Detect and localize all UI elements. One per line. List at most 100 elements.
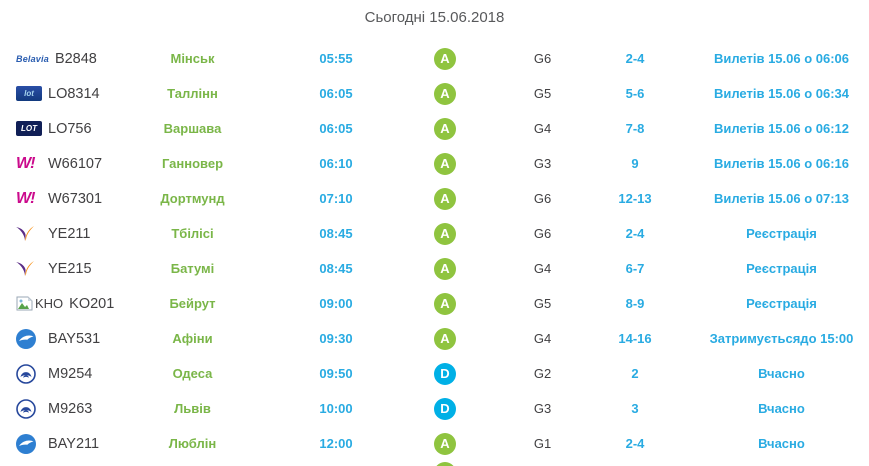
lot-logo: lot xyxy=(16,86,42,101)
type-badge-cell: A xyxy=(395,327,495,350)
flight-cell: KHO KO201 xyxy=(0,296,140,312)
broken-image-icon xyxy=(16,296,33,311)
airline-logo-slot xyxy=(16,363,42,384)
flight-status: Вилетів 15.06 о 06:16 xyxy=(713,156,850,171)
yanair-logo xyxy=(16,225,34,241)
flight-status: Затримуєтьсядо 15:00 xyxy=(709,331,854,346)
arrival-departure-badge: A xyxy=(434,462,456,466)
destination-city: Люблін xyxy=(168,436,217,451)
flight-cell: BAY211 xyxy=(0,433,140,454)
type-badge-cell: A xyxy=(395,47,495,70)
checkin-desks: 8-9 xyxy=(625,296,645,311)
airline-logo-slot xyxy=(16,398,42,419)
type-badge-cell: A xyxy=(395,292,495,315)
scheduled-time: 10:00 xyxy=(319,401,353,416)
destination-city: Дортмунд xyxy=(160,191,225,206)
gate: G5 xyxy=(533,86,552,101)
checkin-desks: 7-8 xyxy=(625,121,645,136)
broken-image-alt-text: KHO xyxy=(35,296,64,311)
gate: G6 xyxy=(533,51,552,66)
checkin-desks: 2-4 xyxy=(625,51,645,66)
flight-row[interactable]: YE215 Батумі 08:45 A G4 6-7 Реєстрація xyxy=(0,251,869,286)
flight-cell: lot LO8314 xyxy=(0,86,140,102)
airline-logo-slot xyxy=(16,328,42,349)
flight-row[interactable]: Belavia B2848 Мінськ 05:55 A G6 2-4 Виле… xyxy=(0,41,869,76)
gate: G4 xyxy=(533,121,552,136)
flight-number: W66107 xyxy=(48,155,103,172)
airline-logo-slot xyxy=(16,433,42,454)
arrival-departure-badge: A xyxy=(434,432,456,455)
arrival-departure-badge: A xyxy=(434,117,456,140)
flight-row[interactable]: KHO KO201 Бейрут 09:00 A G5 8-9 Реєстрац… xyxy=(0,286,869,321)
flight-row[interactable]: W! W66107 Ганновер 06:10 A G3 9 Вилетів … xyxy=(0,146,869,181)
scheduled-time: 09:50 xyxy=(319,366,353,381)
destination-city: Тбілісі xyxy=(171,226,214,241)
flight-row[interactable]: BAY531 Афіни 09:30 A G4 14-16 Затримуєть… xyxy=(0,321,869,356)
flight-row[interactable]: YE211 Тбілісі 08:45 A G6 2-4 Реєстрація xyxy=(0,216,869,251)
gate: G6 xyxy=(533,226,552,241)
type-badge-cell: A xyxy=(395,152,495,175)
type-badge-cell: A xyxy=(395,117,495,140)
checkin-desks: 14-16 xyxy=(618,331,652,346)
arrival-departure-badge: A xyxy=(434,222,456,245)
flight-number: BAY531 xyxy=(48,330,101,347)
flight-number: YE211 xyxy=(48,225,91,242)
flight-number: LO756 xyxy=(48,120,92,137)
destination-city: Одеса xyxy=(172,366,213,381)
wizzair-logo: W! xyxy=(16,189,35,207)
airline-logo-slot xyxy=(16,225,42,242)
destination-city: Варшава xyxy=(163,121,222,136)
destination-city: Батумі xyxy=(170,261,215,276)
arrival-departure-badge: A xyxy=(434,47,456,70)
checkin-desks: 9 xyxy=(631,156,639,171)
arrival-departure-badge: D xyxy=(434,397,456,420)
flight-number: B2848 xyxy=(54,50,97,67)
flight-cell: W! W66107 xyxy=(0,155,140,173)
flight-status: Вилетів 15.06 о 06:34 xyxy=(713,86,850,101)
gate: G3 xyxy=(533,401,552,416)
flight-cell: M9254 xyxy=(0,363,140,384)
flight-row[interactable]: M9263 Львів 10:00 D G3 3 Вчасно xyxy=(0,391,869,426)
scheduled-time: 08:45 xyxy=(319,226,353,241)
lot-logo: LOT xyxy=(16,121,42,136)
flight-table: Belavia B2848 Мінськ 05:55 A G6 2-4 Виле… xyxy=(0,41,869,466)
bravo-airways-logo xyxy=(16,328,36,349)
scheduled-time: 08:45 xyxy=(319,261,353,276)
flight-number: M9254 xyxy=(48,365,93,382)
flight-number: W67301 xyxy=(48,190,103,207)
checkin-desks: 12-13 xyxy=(618,191,652,206)
scheduled-time: 12:00 xyxy=(319,436,353,451)
airline-logo-slot: W! xyxy=(16,155,42,173)
arrival-departure-badge: A xyxy=(434,152,456,175)
checkin-desks: 5-6 xyxy=(625,86,645,101)
scheduled-time: 09:00 xyxy=(319,296,353,311)
flight-cell: YE211 xyxy=(0,225,140,242)
flight-row[interactable]: BAY211 Люблін 12:00 A G1 2-4 Вчасно xyxy=(0,426,869,461)
airline-logo-slot: lot xyxy=(16,86,42,101)
flight-row[interactable]: lot LO8314 Таллінн 06:05 A G5 5-6 Вилеті… xyxy=(0,76,869,111)
airline-logo-slot: Belavia xyxy=(16,54,49,64)
flight-cell: YE215 xyxy=(0,260,140,277)
flight-row[interactable]: LOT LO756 Варшава 06:05 A G4 7-8 Вилетів… xyxy=(0,111,869,146)
flight-status: Вчасно xyxy=(758,436,805,451)
flight-row[interactable]: M9254 Одеса 09:50 D G2 2 Вчасно xyxy=(0,356,869,391)
flight-row-partial[interactable]: A xyxy=(0,461,869,466)
type-badge-cell: A xyxy=(395,222,495,245)
airline-logo-slot: LOT xyxy=(16,121,42,136)
flight-status: Вчасно xyxy=(758,366,805,381)
flight-number: YE215 xyxy=(48,260,92,277)
checkin-desks: 3 xyxy=(631,401,639,416)
arrival-departure-badge: D xyxy=(434,362,456,385)
gate: G2 xyxy=(533,366,552,381)
bravo-airways-logo xyxy=(16,433,36,454)
wizzair-logo: W! xyxy=(16,154,35,172)
gate: G1 xyxy=(533,436,552,451)
type-badge-cell: A xyxy=(395,257,495,280)
motor-sich-logo xyxy=(16,398,36,419)
flight-row[interactable]: W! W67301 Дортмунд 07:10 A G6 12-13 Виле… xyxy=(0,181,869,216)
flight-cell: W! W67301 xyxy=(0,190,140,208)
arrival-departure-badge: A xyxy=(434,292,456,315)
flight-cell: LOT LO756 xyxy=(0,121,140,137)
scheduled-time: 09:30 xyxy=(319,331,353,346)
